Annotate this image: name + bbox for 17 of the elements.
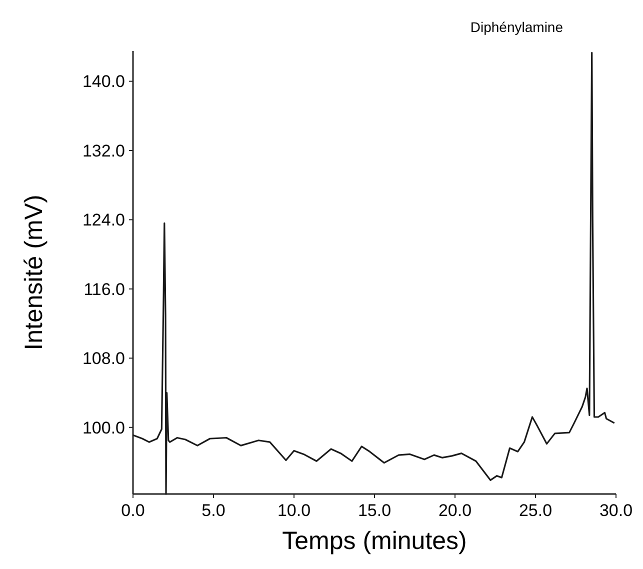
x-tick-label: 0.0	[121, 501, 145, 520]
line-series	[132, 52, 616, 495]
x-tick-label: 30.0	[599, 501, 633, 520]
text: Diphénylamine	[470, 19, 564, 35]
y-tick-label: 132.0	[82, 141, 125, 160]
y-tick-label: 108.0	[82, 349, 125, 368]
x-tick-label: 15.0	[358, 501, 392, 520]
x-axis-title: Temps (minutes)	[282, 527, 467, 555]
y-tick-label: 140.0	[82, 72, 125, 92]
x-tick-label: 25.0	[518, 501, 552, 520]
y-tick-label: 116.0	[84, 280, 125, 299]
x-tick-label: 10.0	[277, 501, 311, 520]
y-tick-label: 124.0	[82, 210, 125, 230]
y-tick-label: 100.0	[82, 418, 125, 438]
x-tick-label: 5.0	[202, 501, 226, 520]
x-tick-label: 20.0	[438, 501, 472, 520]
y-axis-title: Intensité (mV)	[20, 194, 48, 350]
